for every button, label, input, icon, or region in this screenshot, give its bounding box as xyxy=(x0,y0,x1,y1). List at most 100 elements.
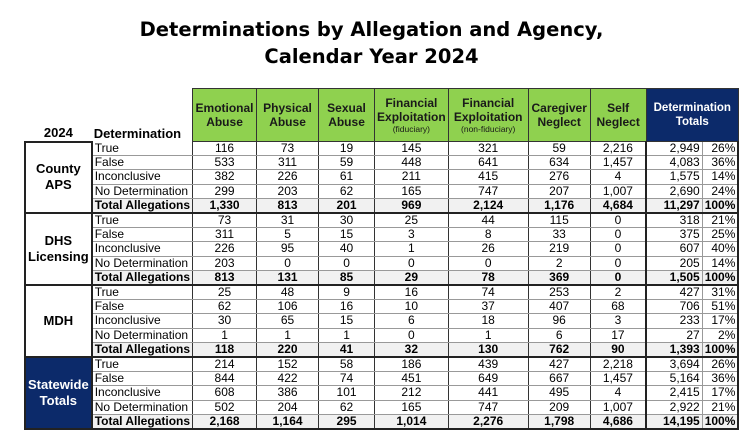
value-cell: 0 xyxy=(447,256,529,271)
value-cell: 17 xyxy=(589,328,647,343)
value-cell: 8 xyxy=(447,227,529,243)
column-header-label: Emotional Abuse xyxy=(195,101,254,129)
value-cell: 2,276 xyxy=(447,413,529,430)
value-cell: 495 xyxy=(527,385,591,401)
header-row: 2024 Determination Emotional Abuse Physic… xyxy=(25,88,739,142)
value-cell: 0 xyxy=(374,328,449,343)
value-cell: 311 xyxy=(256,155,319,171)
value-cell: 204 xyxy=(256,400,319,415)
column-header-label: Financial Exploitation xyxy=(377,96,446,124)
table-row: Inconclusive 608 386 101 212 441 495 4 2,415 17% xyxy=(25,385,740,401)
total-count-cell: 1,505 xyxy=(645,269,703,287)
total-count-cell: 14,195 xyxy=(645,413,703,430)
table-row: No Determination 1 1 1 0 1 6 17 27 2% xyxy=(25,328,740,343)
value-cell: 1,798 xyxy=(527,413,591,430)
value-cell: 219 xyxy=(527,241,591,257)
total-count-cell: 11,297 xyxy=(645,197,703,214)
table-row: Inconclusive 30 65 15 6 18 96 3 233 17% xyxy=(25,313,740,329)
value-cell: 226 xyxy=(192,241,257,257)
value-cell: 3 xyxy=(374,227,449,243)
determination-cell: Inconclusive xyxy=(90,169,193,185)
value-cell: 0 xyxy=(589,256,647,271)
column-header-label: Sexual Abuse xyxy=(327,101,366,129)
table-row: False 533 311 59 448 641 634 1,457 4,083 36% xyxy=(25,155,740,171)
value-cell: 0 xyxy=(374,256,449,271)
value-cell: 415 xyxy=(447,169,529,185)
value-cell: 74 xyxy=(447,285,529,301)
table-row: DHS Licensing True 73 31 30 25 44 115 0 318 21% xyxy=(24,212,740,287)
agency-cell: County APS xyxy=(24,140,93,215)
value-cell: 2 xyxy=(527,256,591,271)
total-row: Total Allegations 1,330 813 201 969 2,124 1,17… xyxy=(25,197,740,214)
column-header-label: Self Neglect xyxy=(596,101,640,129)
value-cell: 212 xyxy=(374,385,449,401)
value-cell: 16 xyxy=(318,299,375,315)
total-percent-cell: 40% xyxy=(701,241,740,257)
total-percent-cell: 100% xyxy=(701,341,740,359)
total-count-cell: 1,393 xyxy=(645,341,703,359)
value-cell: 106 xyxy=(256,299,319,315)
table-row: No Determination 299 203 62 165 747 207 1,007 2,… xyxy=(25,184,740,199)
total-count-cell: 233 xyxy=(645,313,703,329)
value-cell: 1 xyxy=(318,328,375,343)
value-cell: 747 xyxy=(447,184,529,199)
value-cell: 1 xyxy=(192,328,257,343)
value-cell: 59 xyxy=(527,141,591,157)
value-cell: 115 xyxy=(527,213,591,229)
value-cell: 201 xyxy=(318,197,375,214)
table-row: No Determination 502 204 62 165 747 209 1,007 2,… xyxy=(25,400,740,415)
value-cell: 386 xyxy=(256,385,319,401)
determination-cell: Total Allegations xyxy=(90,341,193,359)
value-cell: 1,330 xyxy=(192,197,257,214)
value-cell: 25 xyxy=(192,285,257,301)
table-row: False 311 5 15 3 8 33 0 375 25% xyxy=(25,227,740,243)
table-row: Inconclusive 226 95 40 1 26 219 0 607 40% xyxy=(25,241,740,257)
total-count-cell: 2,949 xyxy=(645,141,703,157)
total-percent-cell: 26% xyxy=(701,357,740,373)
value-cell: 1,164 xyxy=(256,413,319,430)
determination-cell: No Determination xyxy=(90,328,193,343)
value-cell: 118 xyxy=(192,341,257,359)
value-cell: 2,168 xyxy=(192,413,257,430)
agency-cell: MDH xyxy=(24,284,93,359)
value-cell: 1,014 xyxy=(374,413,449,430)
value-cell: 130 xyxy=(447,341,529,359)
determination-cell: Total Allegations xyxy=(90,197,193,214)
total-percent-cell: 100% xyxy=(701,269,740,287)
value-cell: 295 xyxy=(318,413,375,430)
value-cell: 0 xyxy=(589,227,647,243)
total-percent-cell: 36% xyxy=(701,155,740,171)
agency-cell: Statewide Totals xyxy=(24,356,93,430)
value-cell: 152 xyxy=(256,357,319,373)
value-cell: 969 xyxy=(374,197,449,214)
value-cell: 1,007 xyxy=(589,400,647,415)
value-cell: 6 xyxy=(527,328,591,343)
value-cell: 10 xyxy=(374,299,449,315)
value-cell: 0 xyxy=(318,256,375,271)
value-cell: 813 xyxy=(256,197,319,214)
value-cell: 321 xyxy=(447,141,529,157)
total-count-cell: 205 xyxy=(645,256,703,271)
determination-cell: False xyxy=(90,155,193,171)
table-row: Statewide Totals True 214 152 58 186 439 427 2,2… xyxy=(24,356,740,430)
value-cell: 1 xyxy=(256,328,319,343)
table-row: MDH True 25 48 9 16 74 253 2 427 31% xyxy=(24,284,740,359)
total-count-cell: 375 xyxy=(645,227,703,243)
total-count-cell: 27 xyxy=(645,328,703,343)
value-cell: 382 xyxy=(192,169,257,185)
total-percent-cell: 31% xyxy=(701,285,740,301)
value-cell: 74 xyxy=(318,371,375,387)
table-row: No Determination 203 0 0 0 0 2 0 205 14% xyxy=(25,256,740,271)
value-cell: 422 xyxy=(256,371,319,387)
value-cell: 427 xyxy=(527,357,591,373)
total-percent-cell: 36% xyxy=(701,371,740,387)
value-cell: 0 xyxy=(589,241,647,257)
value-cell: 214 xyxy=(192,357,257,373)
value-cell: 165 xyxy=(374,184,449,199)
value-cell: 95 xyxy=(256,241,319,257)
column-header-sublabel: (fiduciary) xyxy=(392,124,431,134)
determination-cell: False xyxy=(90,227,193,243)
value-cell: 6 xyxy=(374,313,449,329)
value-cell: 276 xyxy=(527,169,591,185)
total-percent-cell: 26% xyxy=(701,141,740,157)
